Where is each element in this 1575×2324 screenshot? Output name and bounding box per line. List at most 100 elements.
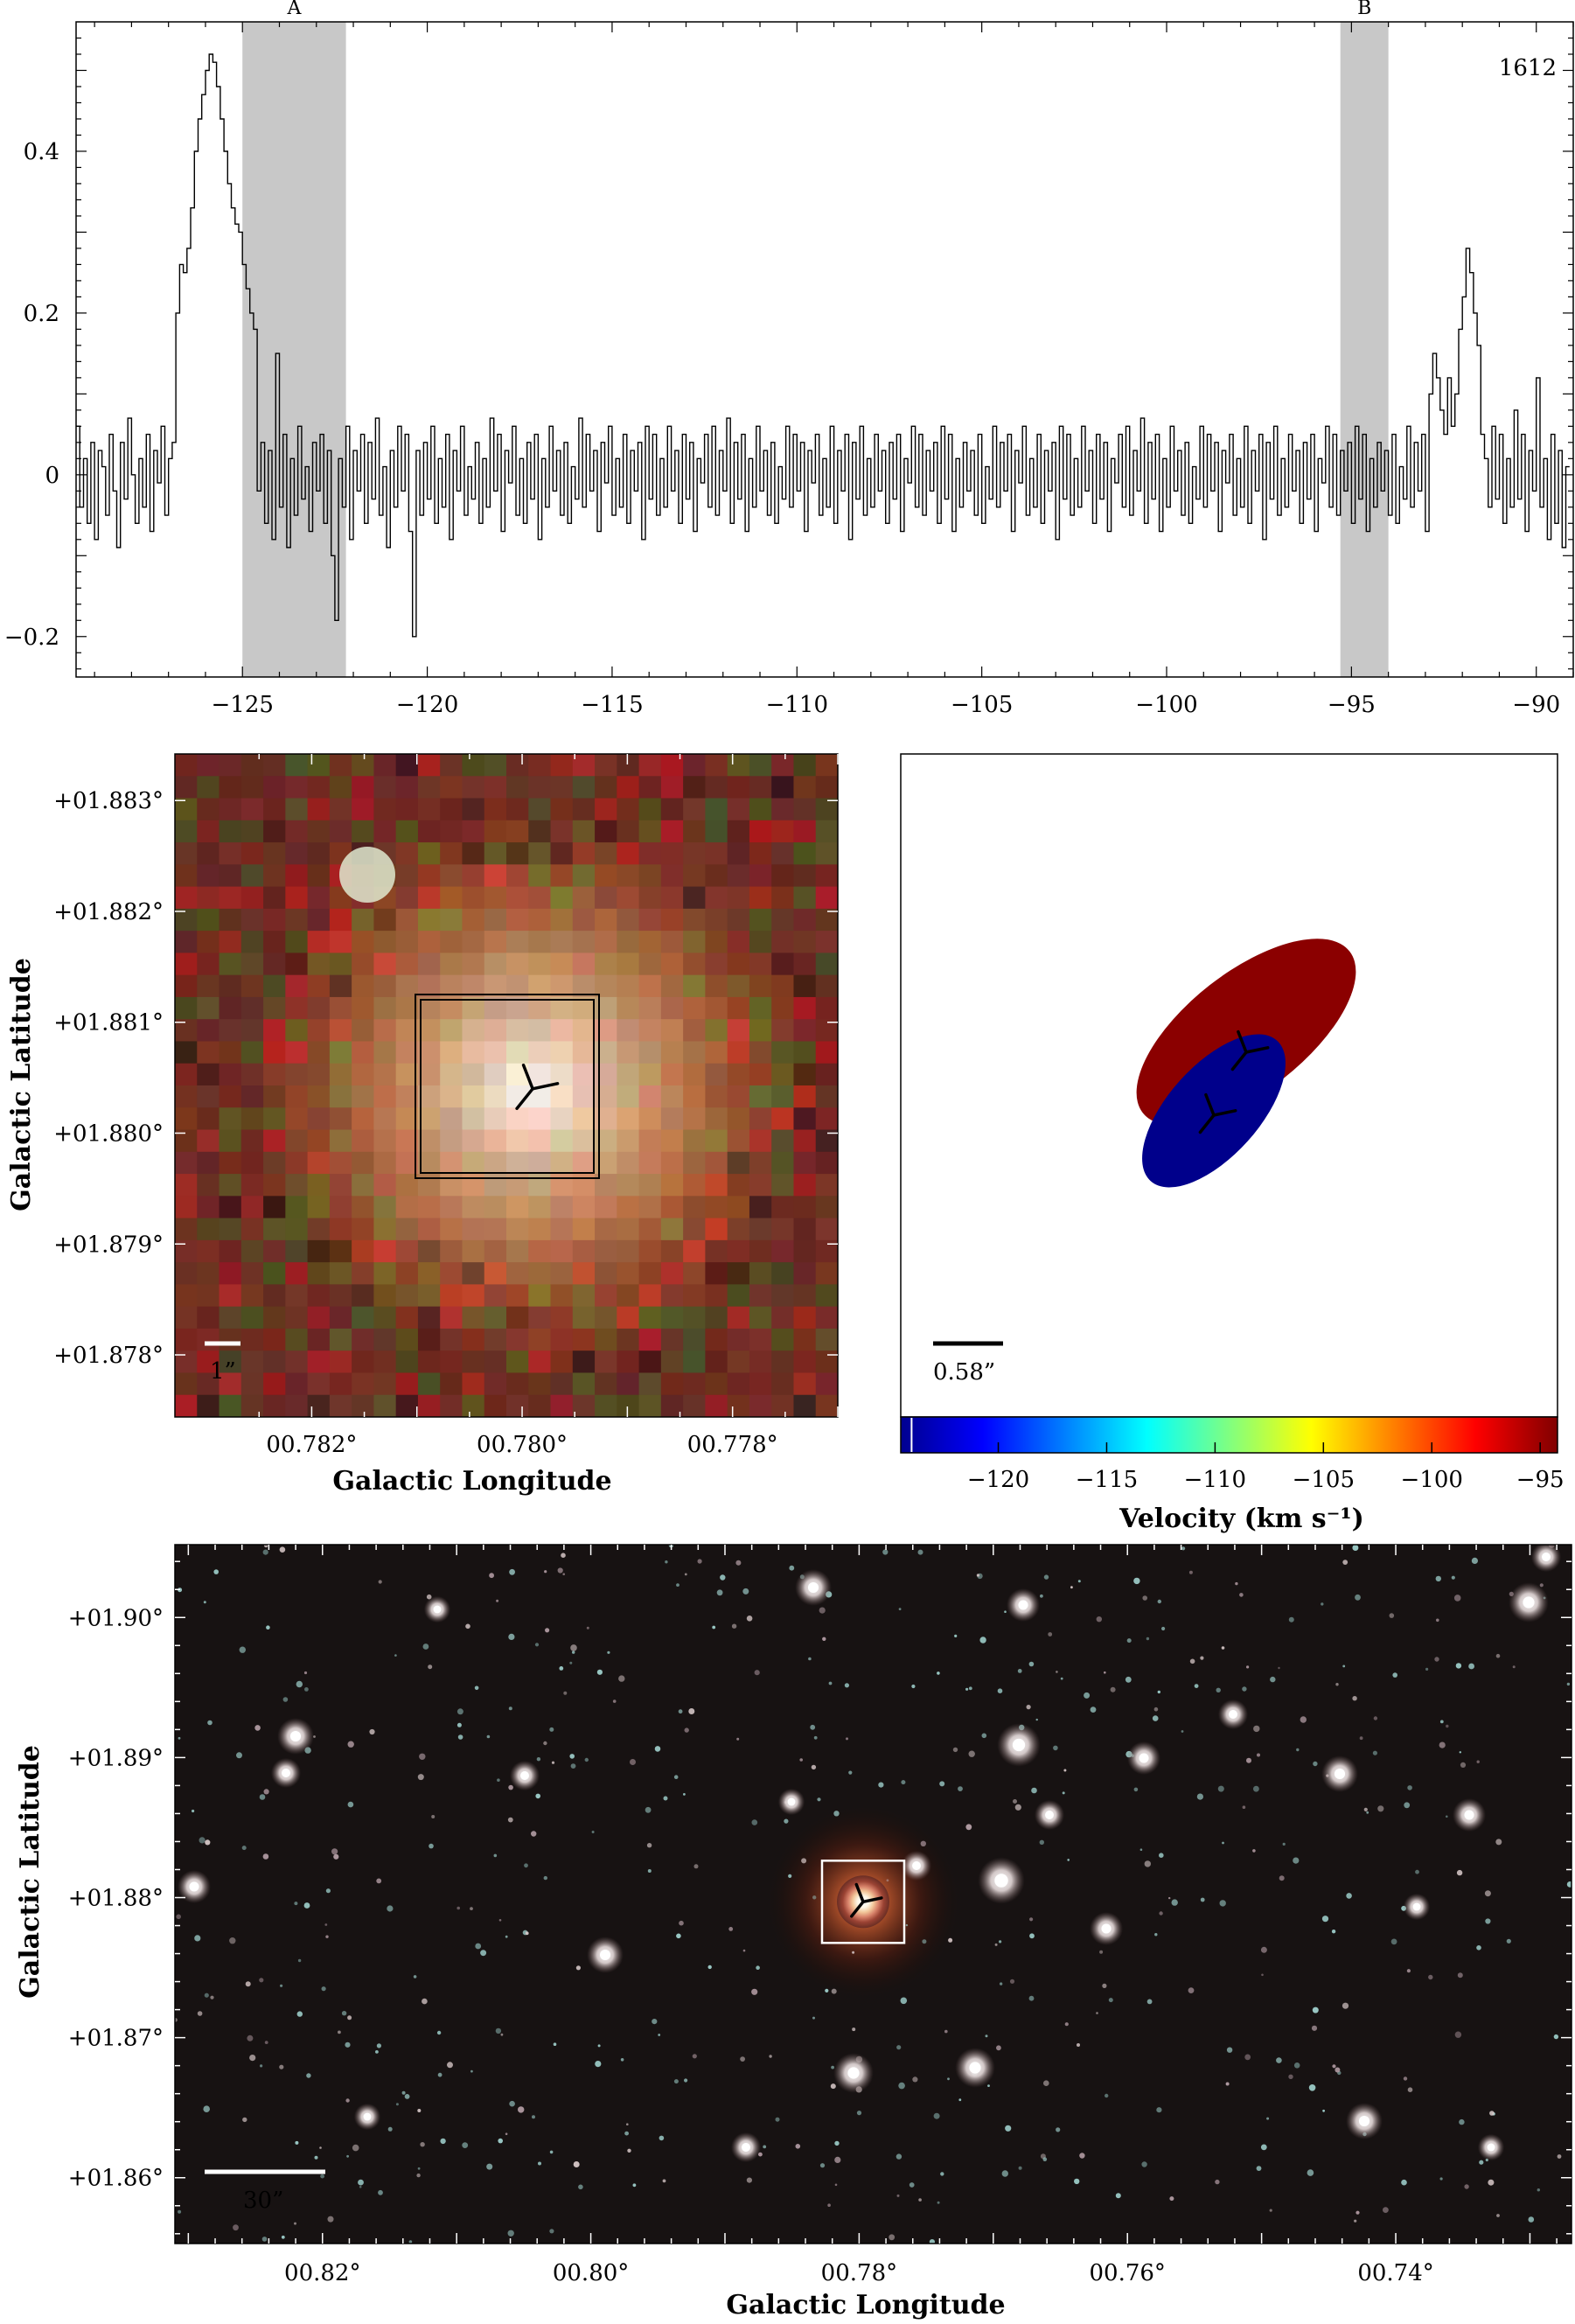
- faint-star: [486, 2163, 493, 2170]
- image-pixel: [263, 1063, 286, 1086]
- faint-star: [259, 1794, 266, 1800]
- image-pixel: [440, 1306, 463, 1329]
- faint-star: [347, 2015, 352, 2020]
- faint-star: [630, 1759, 636, 1765]
- y-tick-label: 0.4: [24, 139, 59, 165]
- image-pixel: [263, 908, 286, 932]
- image-pixel: [484, 1372, 507, 1396]
- faint-star: [811, 1764, 817, 1770]
- image-pixel: [373, 1196, 397, 1219]
- faint-star: [1028, 1995, 1035, 2001]
- faint-star: [1404, 1802, 1411, 1809]
- image-pixel: [175, 1372, 198, 1396]
- faint-star: [1108, 1998, 1113, 2003]
- image-pixel: [749, 974, 772, 998]
- image-pixel: [462, 931, 485, 953]
- image-pixel: [240, 953, 264, 976]
- faint-star: [834, 2140, 840, 2146]
- image-pixel: [595, 798, 617, 821]
- maser-position-marker: [515, 1064, 560, 1111]
- image-pixel: [793, 754, 817, 777]
- faint-star: [1217, 1785, 1224, 1792]
- image-pixel: [749, 842, 772, 865]
- faint-star: [538, 2161, 541, 2166]
- image-pixel: [793, 886, 817, 910]
- image-pixel: [373, 820, 397, 843]
- image-pixel: [595, 1085, 617, 1108]
- image-pixel: [617, 1129, 640, 1153]
- image-pixel: [395, 1328, 419, 1351]
- image-pixel: [417, 1041, 441, 1064]
- image-pixel: [572, 798, 596, 821]
- image-pixel: [307, 1394, 331, 1417]
- image-pixel: [484, 1085, 507, 1108]
- image-pixel: [440, 1350, 463, 1374]
- image-pixel: [617, 1262, 640, 1285]
- field-star: [339, 847, 395, 903]
- image-pixel: [617, 953, 640, 976]
- faint-star: [346, 2154, 349, 2158]
- faint-star: [1013, 1799, 1017, 1804]
- image-pixel: [638, 820, 662, 843]
- image-pixel: [617, 1328, 640, 1351]
- zoom-ticks: 00.782° 00.780° 00.778° +01.878° +01.879° +01…: [53, 754, 839, 1458]
- faint-star: [1355, 2210, 1360, 2215]
- image-pixel: [329, 754, 352, 777]
- faint-star: [678, 1709, 683, 1714]
- image-pixel: [329, 1394, 352, 1417]
- faint-star: [428, 1664, 433, 1670]
- image-pixel: [705, 953, 728, 976]
- image-pixel: [793, 931, 817, 953]
- faint-star: [688, 1708, 695, 1714]
- image-pixel: [352, 1372, 374, 1396]
- faint-star: [437, 2072, 443, 2077]
- faint-star: [795, 2144, 801, 2149]
- faint-star: [544, 1570, 547, 1574]
- image-pixel: [329, 1085, 352, 1108]
- image-pixel: [219, 974, 242, 998]
- image-pixel: [263, 842, 286, 865]
- image-pixel: [307, 1262, 331, 1285]
- image-pixel: [263, 1218, 286, 1241]
- faint-star: [280, 1984, 283, 1987]
- image-pixel: [793, 776, 817, 799]
- image-pixel: [638, 1306, 662, 1329]
- faint-star: [1496, 2214, 1500, 2217]
- image-pixel: [528, 820, 552, 843]
- image-pixel: [440, 1174, 463, 1197]
- faint-star: [1484, 1890, 1491, 1897]
- image-pixel: [815, 1262, 838, 1285]
- image-pixel: [660, 1372, 684, 1396]
- image-pixel: [506, 1262, 529, 1285]
- image-pixel: [660, 886, 684, 910]
- image-pixel: [572, 820, 596, 843]
- image-pixel: [595, 953, 617, 976]
- bright-star: [1487, 2143, 1495, 2152]
- image-pixel: [638, 996, 662, 1020]
- faint-star: [958, 1786, 963, 1791]
- faint-star: [736, 1737, 740, 1741]
- image-pixel: [440, 820, 463, 843]
- image-pixel: [572, 864, 596, 888]
- faint-star: [1354, 2219, 1357, 2223]
- image-pixel: [395, 798, 419, 821]
- faint-star: [333, 1853, 339, 1860]
- faint-star: [999, 1982, 1003, 1986]
- colorbar-tick-label: −120: [967, 1467, 1029, 1493]
- image-pixel: [506, 908, 529, 932]
- y-tick-label: +01.882°: [53, 899, 164, 925]
- faint-star: [416, 2173, 421, 2178]
- image-pixel: [617, 1394, 640, 1417]
- faint-star: [1312, 2006, 1319, 2013]
- image-pixel: [550, 1063, 574, 1086]
- image-pixel: [705, 1394, 728, 1417]
- zoom-panel: 1” 00.782° 00.780° 00.778° +01.878° +01.879°…: [6, 753, 839, 1497]
- image-pixel: [417, 776, 441, 799]
- image-pixel: [793, 1196, 817, 1219]
- image-pixel: [727, 1019, 750, 1043]
- image-pixel: [219, 1063, 242, 1086]
- image-pixel: [417, 1262, 441, 1285]
- image-pixel: [175, 1306, 198, 1329]
- faint-star: [817, 1797, 821, 1802]
- faint-star: [1246, 1665, 1250, 1669]
